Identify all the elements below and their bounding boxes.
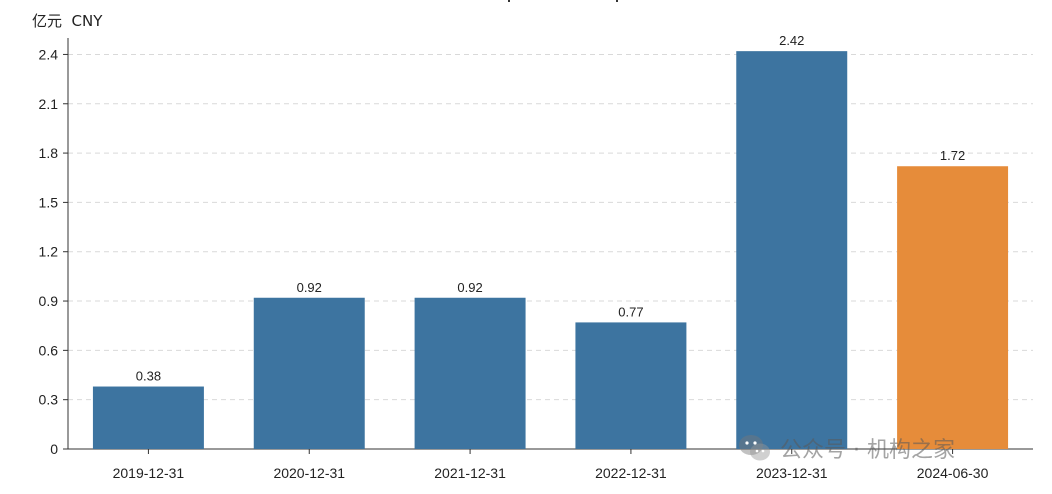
y-tick-label: 0	[50, 441, 58, 457]
y-tick-label: 0.9	[39, 293, 59, 309]
title-fragment-right	[616, 0, 618, 2]
data-label: 0.38	[136, 369, 161, 384]
bars	[92, 51, 1009, 449]
bar-2019-12-31	[92, 386, 204, 449]
y-tick-label: 2.1	[39, 96, 59, 112]
data-labels: 0.38 0.92 0.92 0.77 2.42 1.72	[136, 33, 965, 383]
data-label: 1.72	[940, 148, 965, 163]
y-tick-label: 1.8	[39, 145, 59, 161]
y-tick-label: 0.3	[39, 392, 59, 408]
y-axis-unit-label: 亿元 CNY	[32, 12, 103, 30]
x-tick-label: 2022-12-31	[595, 465, 667, 481]
y-tick-label: 0.6	[39, 342, 59, 358]
bar-2020-12-31	[253, 297, 365, 449]
bar-2022-12-31	[575, 322, 687, 449]
x-tick-label: 2020-12-31	[273, 465, 345, 481]
bar-2024-06-30	[897, 166, 1009, 449]
data-label: 0.77	[618, 304, 643, 319]
axes: 0 0.3 0.6 0.9 1.2 1.5 1.8 2.1 2.4 2019-12-31 2020-…	[39, 38, 1033, 481]
data-label: 2.42	[779, 33, 804, 48]
x-tick-label: 2019-12-31	[113, 465, 185, 481]
x-tick-label: 2023-12-31	[756, 465, 828, 481]
data-label: 0.92	[297, 280, 322, 295]
y-tick-label: 1.5	[39, 194, 59, 210]
title-fragment-left	[508, 0, 510, 2]
y-tick-label: 1.2	[39, 244, 59, 260]
grid-lines	[68, 53, 1033, 401]
data-label: 0.92	[457, 280, 482, 295]
bar-2023-12-31	[736, 51, 848, 449]
x-tick-label: 2024-06-30	[917, 465, 989, 481]
x-tick-label: 2021-12-31	[434, 465, 506, 481]
y-tick-label: 2.4	[39, 46, 59, 62]
bar-2021-12-31	[414, 297, 526, 449]
